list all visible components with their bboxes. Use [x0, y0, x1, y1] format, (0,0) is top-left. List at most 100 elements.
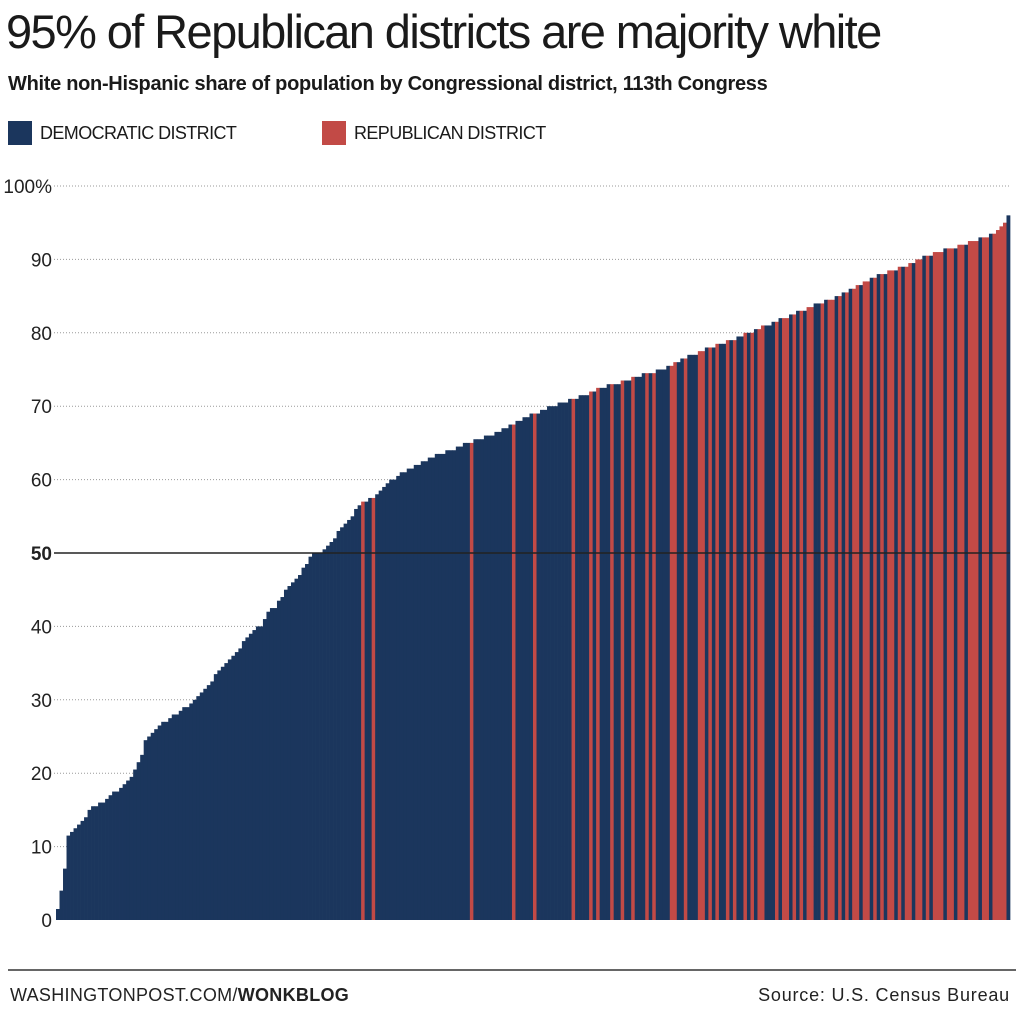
bar-district-52-democratic [234, 652, 239, 920]
bar-district-159-republican [610, 384, 615, 920]
bar-district-173-democratic [659, 369, 664, 920]
bar-district-30-democratic [157, 725, 162, 920]
y-axis: 0 10 20 30 40 50 60 70 80 90 100% [3, 177, 52, 930]
bar-district-136-democratic [529, 413, 534, 920]
bar-district-45-democratic [210, 681, 215, 920]
bar-district-99-democratic [399, 472, 404, 920]
bar-district-137-republican [533, 413, 537, 920]
bar-district-245-democratic [911, 263, 916, 920]
bar-district-95-democratic [385, 483, 390, 920]
bar-district-72-democratic [305, 564, 309, 920]
bar-district-148-republican [571, 398, 576, 920]
bar-district-175-democratic [666, 365, 671, 920]
bar-district-185-republican [701, 351, 706, 920]
legend-item-republican: REPUBLICAN DISTRICT [322, 121, 546, 145]
bar-district-209-republican [785, 318, 790, 920]
bar-district-83-democratic [343, 523, 348, 920]
bar-district-178-democratic [676, 362, 681, 920]
y-tick-label-70: 70 [31, 397, 52, 418]
bar-district-160-democratic [613, 384, 618, 920]
bar-district-145-democratic [561, 402, 565, 920]
bar-district-248-democratic [922, 255, 927, 921]
bar-district-213-republican [799, 310, 804, 920]
y-tick-label-40: 40 [31, 617, 52, 638]
bar-district-177-republican [673, 362, 678, 920]
bar-district-8-democratic [80, 820, 85, 920]
bar-district-21-democratic [126, 780, 131, 920]
bar-district-211-republican [792, 314, 797, 920]
bar-district-96-democratic [389, 479, 394, 920]
bar-district-182-democratic [690, 354, 695, 920]
bar-district-194-republican [732, 340, 737, 920]
bar-district-237-democratic [883, 274, 888, 920]
legend-label-republican: REPUBLICAN DISTRICT [354, 122, 546, 143]
bar-district-227-democratic [848, 288, 853, 920]
bar-district-254-democratic [943, 248, 948, 920]
bar-district-181-democratic [687, 354, 692, 920]
bar-district-271-republican [1002, 222, 1007, 920]
bar-district-2-democratic [59, 890, 64, 920]
bar-district-48-democratic [220, 666, 225, 920]
bar-district-93-democratic [378, 490, 383, 920]
bar-district-103-democratic [413, 464, 418, 920]
bar-district-225-democratic [841, 292, 846, 920]
bar-district-57-democratic [252, 630, 257, 920]
bar-district-132-democratic [515, 420, 520, 920]
bar-district-42-democratic [199, 692, 204, 920]
bar-district-4-democratic [66, 835, 71, 920]
bar-district-27-democratic [147, 736, 152, 920]
bar-district-56-democratic [248, 633, 253, 920]
bar-district-75-democratic [315, 553, 320, 920]
bar-district-183-democratic [694, 354, 699, 920]
bar-district-40-democratic [192, 699, 197, 920]
bar-district-221-republican [827, 299, 832, 920]
bar-district-170-democratic [648, 373, 653, 920]
bar-district-51-democratic [231, 655, 236, 920]
bar-district-246-republican [915, 259, 920, 920]
bar-district-171-republican [652, 373, 657, 920]
bar-district-31-democratic [161, 721, 166, 920]
bar-district-158-democratic [606, 384, 611, 920]
bar-district-118-democratic [466, 442, 471, 920]
bar-district-140-democratic [543, 409, 548, 920]
bar-district-88-republican [361, 501, 365, 920]
bar-district-18-democratic [115, 791, 120, 920]
bar-district-3-democratic [63, 868, 67, 920]
bar-district-205-democratic [771, 321, 776, 920]
bar-district-252-republican [936, 252, 941, 920]
bar-district-73-democratic [308, 556, 313, 920]
blog-name: WONKBLOG [237, 985, 350, 1005]
bar-district-66-democratic [283, 589, 288, 920]
bar-district-169-republican [645, 373, 650, 920]
bar-district-217-democratic [813, 303, 818, 920]
bar-district-265-republican [981, 237, 986, 920]
bar-district-212-democratic [796, 310, 800, 920]
bar-district-192-republican [725, 340, 730, 920]
y-tick-label-100: 100% [3, 177, 52, 198]
bar-district-200-democratic [753, 329, 758, 920]
bar-district-123-democratic [483, 435, 488, 920]
footer-source: Source: U.S. Census Bureau [758, 985, 1010, 1005]
bar-district-115-democratic [455, 446, 460, 920]
bar-district-167-democratic [638, 376, 643, 921]
bar-district-261-republican [967, 241, 972, 921]
bar-district-151-democratic [582, 395, 586, 920]
bar-district-144-democratic [557, 402, 562, 920]
bar-district-216-republican [810, 307, 814, 920]
bar-district-44-democratic [206, 685, 211, 920]
bar-district-62-democratic [269, 608, 274, 920]
bar-district-87-democratic [357, 505, 362, 920]
bar-district-78-democratic [326, 545, 330, 920]
bar-district-108-democratic [431, 457, 436, 920]
publication-url: WASHINGTONPOST.COM/ [10, 985, 238, 1005]
bar-district-114-democratic [452, 450, 457, 920]
bar-district-268-republican [992, 233, 997, 921]
bar-district-121-democratic [476, 439, 481, 920]
bar-district-234-republican [873, 277, 878, 920]
bar-district-172-democratic [655, 369, 660, 920]
bar-district-63-democratic [273, 608, 278, 920]
bar-district-190-democratic [718, 343, 723, 920]
bar-district-14-democratic [101, 802, 106, 920]
bar-district-223-democratic [834, 296, 839, 921]
bar-district-189-republican [715, 343, 720, 920]
